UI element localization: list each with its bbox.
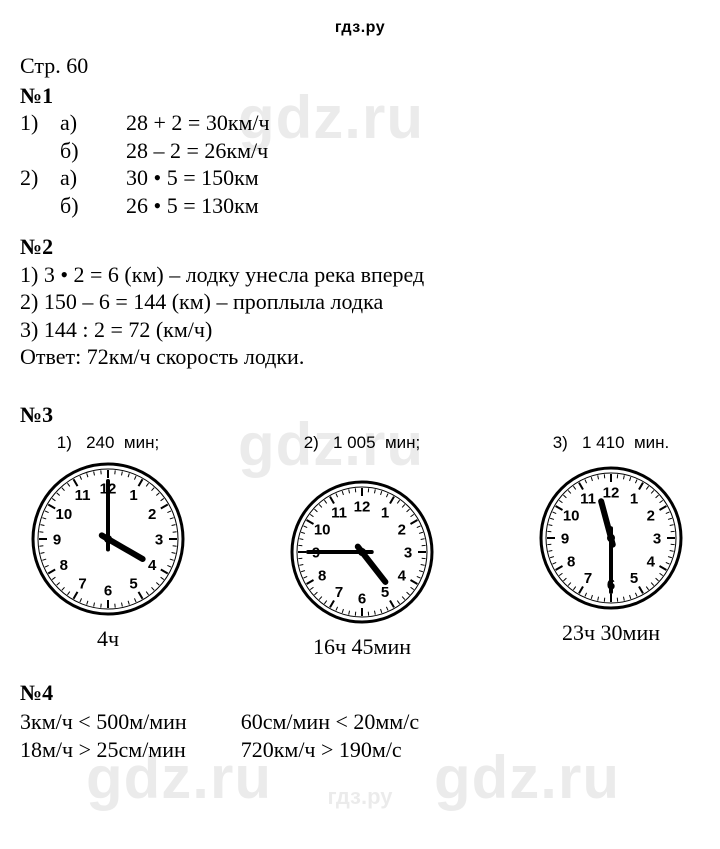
comparison: 720км/ч > 190м/с [241,736,419,764]
site-header: гдз.ру [20,18,700,38]
svg-text:6: 6 [104,583,112,600]
svg-text:1: 1 [630,491,638,508]
svg-text:5: 5 [129,576,137,593]
svg-text:12: 12 [354,499,371,516]
task3-title: №3 [20,401,700,429]
svg-text:10: 10 [314,522,331,539]
svg-text:9: 9 [561,531,569,548]
svg-text:1: 1 [381,505,389,522]
expression: 28 + 2 = 30км/ч [126,109,270,137]
svg-text:11: 11 [75,487,91,504]
expression: 26 • 5 = 130км [126,192,259,220]
svg-text:11: 11 [580,491,596,508]
sub-letter: а) [60,109,126,137]
clock-face-icon: 123456789101112 [536,459,686,613]
comparison: 60см/мин < 20мм/с [241,708,419,736]
clock-item: 1) 240 мин; 123456789101112 4ч [28,432,188,653]
task1-line: б) 26 • 5 = 130км [20,192,700,220]
svg-text:3: 3 [404,545,412,562]
task2-line: 2) 150 – 6 = 144 (км) – проплыла лодка [20,288,700,316]
comparison: 3км/ч < 500м/мин [20,708,187,736]
task2-title: №2 [20,233,700,261]
svg-text:2: 2 [398,522,406,539]
svg-text:8: 8 [60,557,68,574]
task1-line: 2) а) 30 • 5 = 150км [20,164,700,192]
task4-left-col: 3км/ч < 500м/мин 18м/ч > 25см/мин [20,708,187,763]
expression: 30 • 5 = 150км [126,164,259,192]
svg-text:12: 12 [603,485,620,502]
task2-answer: Ответ: 72км/ч скорость лодки. [20,343,700,371]
svg-text:5: 5 [381,584,389,601]
list-index: 2) [20,164,60,192]
svg-text:3: 3 [155,532,163,549]
clock-item: 3) 1 410 мин. 123456789101112 23ч 30мин [536,432,686,647]
clock-item: 2) 1 005 мин; 123456789101112 16ч 45мин [287,432,437,661]
footer-watermark: гдз.ру [20,783,700,811]
svg-text:4: 4 [398,568,407,585]
task1-title: №1 [20,82,700,110]
svg-text:6: 6 [358,591,366,608]
sub-letter: а) [60,164,126,192]
clock-bottom-label: 4ч [97,625,119,653]
svg-text:4: 4 [148,557,157,574]
svg-text:5: 5 [630,570,638,587]
expression: 28 – 2 = 26км/ч [126,137,268,165]
clock-top-label: 2) 1 005 мин; [304,432,421,453]
svg-text:7: 7 [584,570,592,587]
task2-line: 3) 144 : 2 = 72 (км/ч) [20,316,700,344]
clock-bottom-label: 23ч 30мин [562,619,660,647]
svg-text:10: 10 [563,508,580,525]
svg-text:2: 2 [647,508,655,525]
clock-bottom-label: 16ч 45мин [313,633,411,661]
svg-text:9: 9 [53,532,61,549]
task4-grid: 3км/ч < 500м/мин 18м/ч > 25см/мин 60см/м… [20,708,700,763]
svg-text:10: 10 [55,506,72,523]
task4-title: №4 [20,679,700,707]
clock-top-label: 1) 240 мин; [57,432,159,453]
sub-letter: б) [60,137,126,165]
svg-text:1: 1 [129,487,137,504]
svg-text:8: 8 [567,554,575,571]
task2-line: 1) 3 • 2 = 6 (км) – лодку унесла река вп… [20,261,700,289]
clocks-row: 1) 240 мин; 123456789101112 4ч 2) 1 005 … [20,432,700,661]
svg-text:8: 8 [318,568,326,585]
svg-text:3: 3 [653,531,661,548]
task4-right-col: 60см/мин < 20мм/с 720км/ч > 190м/с [241,708,419,763]
svg-text:7: 7 [78,576,86,593]
task1-line: б) 28 – 2 = 26км/ч [20,137,700,165]
page-reference: Стр. 60 [20,52,700,80]
task1-line: 1) а) 28 + 2 = 30км/ч [20,109,700,137]
clock-face-icon: 123456789101112 [28,459,188,619]
comparison: 18м/ч > 25см/мин [20,736,187,764]
sub-letter: б) [60,192,126,220]
svg-text:7: 7 [335,584,343,601]
clock-face-icon: 123456789101112 [287,459,437,627]
svg-text:4: 4 [647,554,656,571]
svg-text:11: 11 [331,505,347,522]
svg-text:2: 2 [148,506,156,523]
clock-top-label: 3) 1 410 мин. [553,432,670,453]
list-index: 1) [20,109,60,137]
